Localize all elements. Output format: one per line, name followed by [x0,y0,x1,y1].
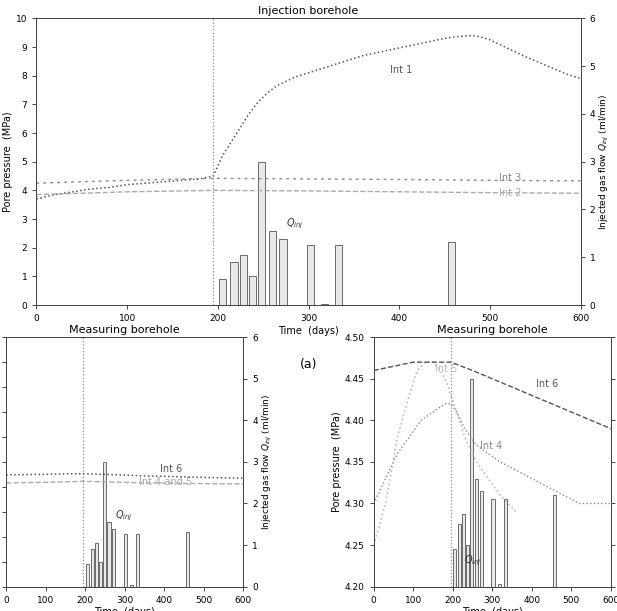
Text: Int 6: Int 6 [536,379,558,389]
Title: Measuring borehole: Measuring borehole [70,325,180,335]
Bar [321,304,328,305]
Bar [218,279,226,305]
Bar [466,545,470,587]
Bar [258,162,265,305]
Bar [462,514,465,587]
Bar [99,562,102,587]
Bar [136,534,139,587]
Bar [280,239,287,305]
X-axis label: Time  (days): Time (days) [278,326,339,336]
Text: Int 1: Int 1 [390,65,412,75]
Text: Int 4 and 5: Int 4 and 5 [139,477,192,487]
Text: $Q_{inj}$: $Q_{inj}$ [115,508,133,523]
Bar [503,499,507,587]
Y-axis label: Injected gas flow $Q_{inj}$ (ml/min): Injected gas flow $Q_{inj}$ (ml/min) [598,93,611,230]
Y-axis label: Pore pressure  (MPa): Pore pressure (MPa) [332,412,342,512]
Bar [307,245,314,305]
Text: Int 5: Int 5 [435,364,457,374]
Text: (a): (a) [300,358,317,371]
Y-axis label: Injected gas flow $Q_{inj}$ (ml/min): Injected gas flow $Q_{inj}$ (ml/min) [261,393,274,530]
Bar [448,242,455,305]
Bar [231,262,238,305]
Bar [86,564,89,587]
Bar [268,230,276,305]
Bar [91,549,94,587]
Bar [107,522,110,587]
Text: $Q_{inj}$: $Q_{inj}$ [286,217,304,231]
Bar [130,585,133,587]
Bar [335,245,342,305]
Bar [453,549,457,587]
Bar [239,255,247,305]
Bar [492,499,495,587]
Text: Int 4: Int 4 [481,441,503,452]
Bar [94,543,98,587]
Bar [458,524,462,587]
Title: Measuring borehole: Measuring borehole [437,325,547,335]
Text: $Q_{inj}$: $Q_{inj}$ [464,554,482,568]
Bar [124,534,127,587]
Bar [112,529,115,587]
Bar [479,491,482,587]
Text: Int 2: Int 2 [499,188,521,197]
X-axis label: Time  (days): Time (days) [94,607,155,611]
Bar [249,276,256,305]
X-axis label: Time  (days): Time (days) [462,607,523,611]
Text: Int 3: Int 3 [499,173,521,183]
Bar [186,532,189,587]
Bar [553,495,557,587]
Bar [102,462,106,587]
Y-axis label: Pore pressure  (MPa): Pore pressure (MPa) [3,111,13,212]
Title: Injection borehole: Injection borehole [259,6,358,16]
Bar [475,478,478,587]
Bar [498,585,501,587]
Text: Int 6: Int 6 [160,464,183,474]
Bar [470,379,473,587]
